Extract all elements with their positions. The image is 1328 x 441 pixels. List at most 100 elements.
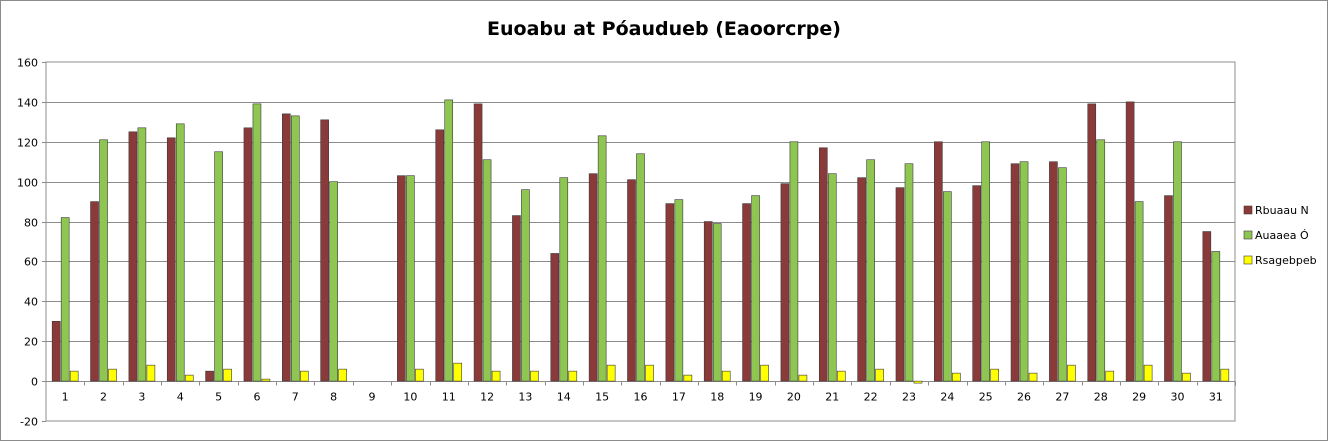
bar [1125,101,1135,382]
bar [780,183,790,382]
x-tick-label: 11 [442,391,456,404]
bar [146,364,156,382]
bar [252,103,262,382]
bar [645,364,654,382]
bar [895,187,905,382]
bar [1211,251,1221,382]
bar [1049,161,1058,382]
bar [818,147,828,382]
bar [588,173,598,382]
bar [137,127,147,382]
x-tick-label: 19 [749,391,763,404]
bar [550,253,560,382]
legend-swatch [1243,205,1253,215]
y-tick-label: 120 [17,137,38,150]
x-tick-label: 30 [1170,391,1184,404]
bar [512,215,521,382]
bar [627,179,636,382]
x-tick-label: 13 [518,391,532,404]
bar [300,370,309,382]
bar [972,185,981,382]
bar [1134,201,1144,382]
bar [568,370,578,382]
bar [1028,372,1038,382]
bar [291,115,300,382]
x-tick-label: 16 [634,391,648,404]
bar [1105,370,1115,382]
x-tick-label: 8 [330,391,337,404]
bar [108,368,117,382]
bar [606,364,616,382]
x-tick-label: 26 [1017,391,1031,404]
bar [913,380,923,384]
legend-swatch [1243,230,1253,240]
y-tick-label: 40 [24,296,38,309]
y-tick-label: -20 [20,416,38,429]
bar [444,99,454,382]
bar [175,123,185,382]
bar [397,175,406,382]
bar [205,370,214,382]
legend-label: Rbuaau N [1255,204,1309,217]
bar [1182,372,1191,382]
x-tick-label: 22 [864,391,878,404]
legend-swatch [1243,255,1253,265]
bar [223,368,232,382]
bar [1067,364,1076,382]
bar [990,368,999,382]
bar [665,203,675,382]
y-tick-label: 20 [24,336,38,349]
legend-label: Auaaea Ó [1255,229,1309,242]
y-tick-label: 100 [17,177,38,190]
x-tick-label: 2 [100,391,107,404]
bar [320,119,329,382]
bar [243,127,253,382]
bar [943,191,952,382]
x-tick-label: 9 [369,391,376,404]
x-tick-label: 6 [253,391,260,404]
y-tick-label: 0 [31,376,38,389]
x-tick-label: 3 [138,391,145,404]
bar [530,370,539,382]
bar [789,141,799,382]
bar [282,113,291,382]
x-tick-label: 20 [787,391,801,404]
bar [1058,167,1067,382]
bar [60,217,70,382]
bar [51,320,61,382]
bar [1220,368,1230,382]
bar [559,177,569,382]
chart-title: Euoabu at Póaudueb (Eaoorcrpe) [487,18,841,40]
bar [952,372,961,382]
x-tick-label: 5 [215,391,222,404]
x-tick-label: 21 [825,391,839,404]
x-tick-label: 10 [403,391,417,404]
bar [857,177,866,382]
bar [1010,163,1020,382]
bar [214,151,223,382]
bar [473,103,483,382]
x-tick-label: 28 [1094,391,1108,404]
x-tick-label: 15 [595,391,609,404]
bar [742,203,751,382]
bar [435,129,445,382]
y-tick-label: 60 [24,256,38,269]
bar [703,221,713,382]
bar [1202,231,1212,382]
bar [1096,139,1106,382]
y-tick-label: 80 [24,217,38,230]
bar [453,362,463,382]
bar [261,378,271,382]
bar [827,173,837,382]
bar [1143,364,1153,382]
bar [1087,103,1097,382]
bar [683,374,693,382]
bar [184,374,194,382]
bar [798,374,808,382]
bar [760,364,769,382]
bar [636,153,645,382]
bar [866,159,875,382]
bar [674,199,684,382]
y-tick-label: 140 [17,97,38,110]
y-tick-label: 160 [17,57,38,70]
